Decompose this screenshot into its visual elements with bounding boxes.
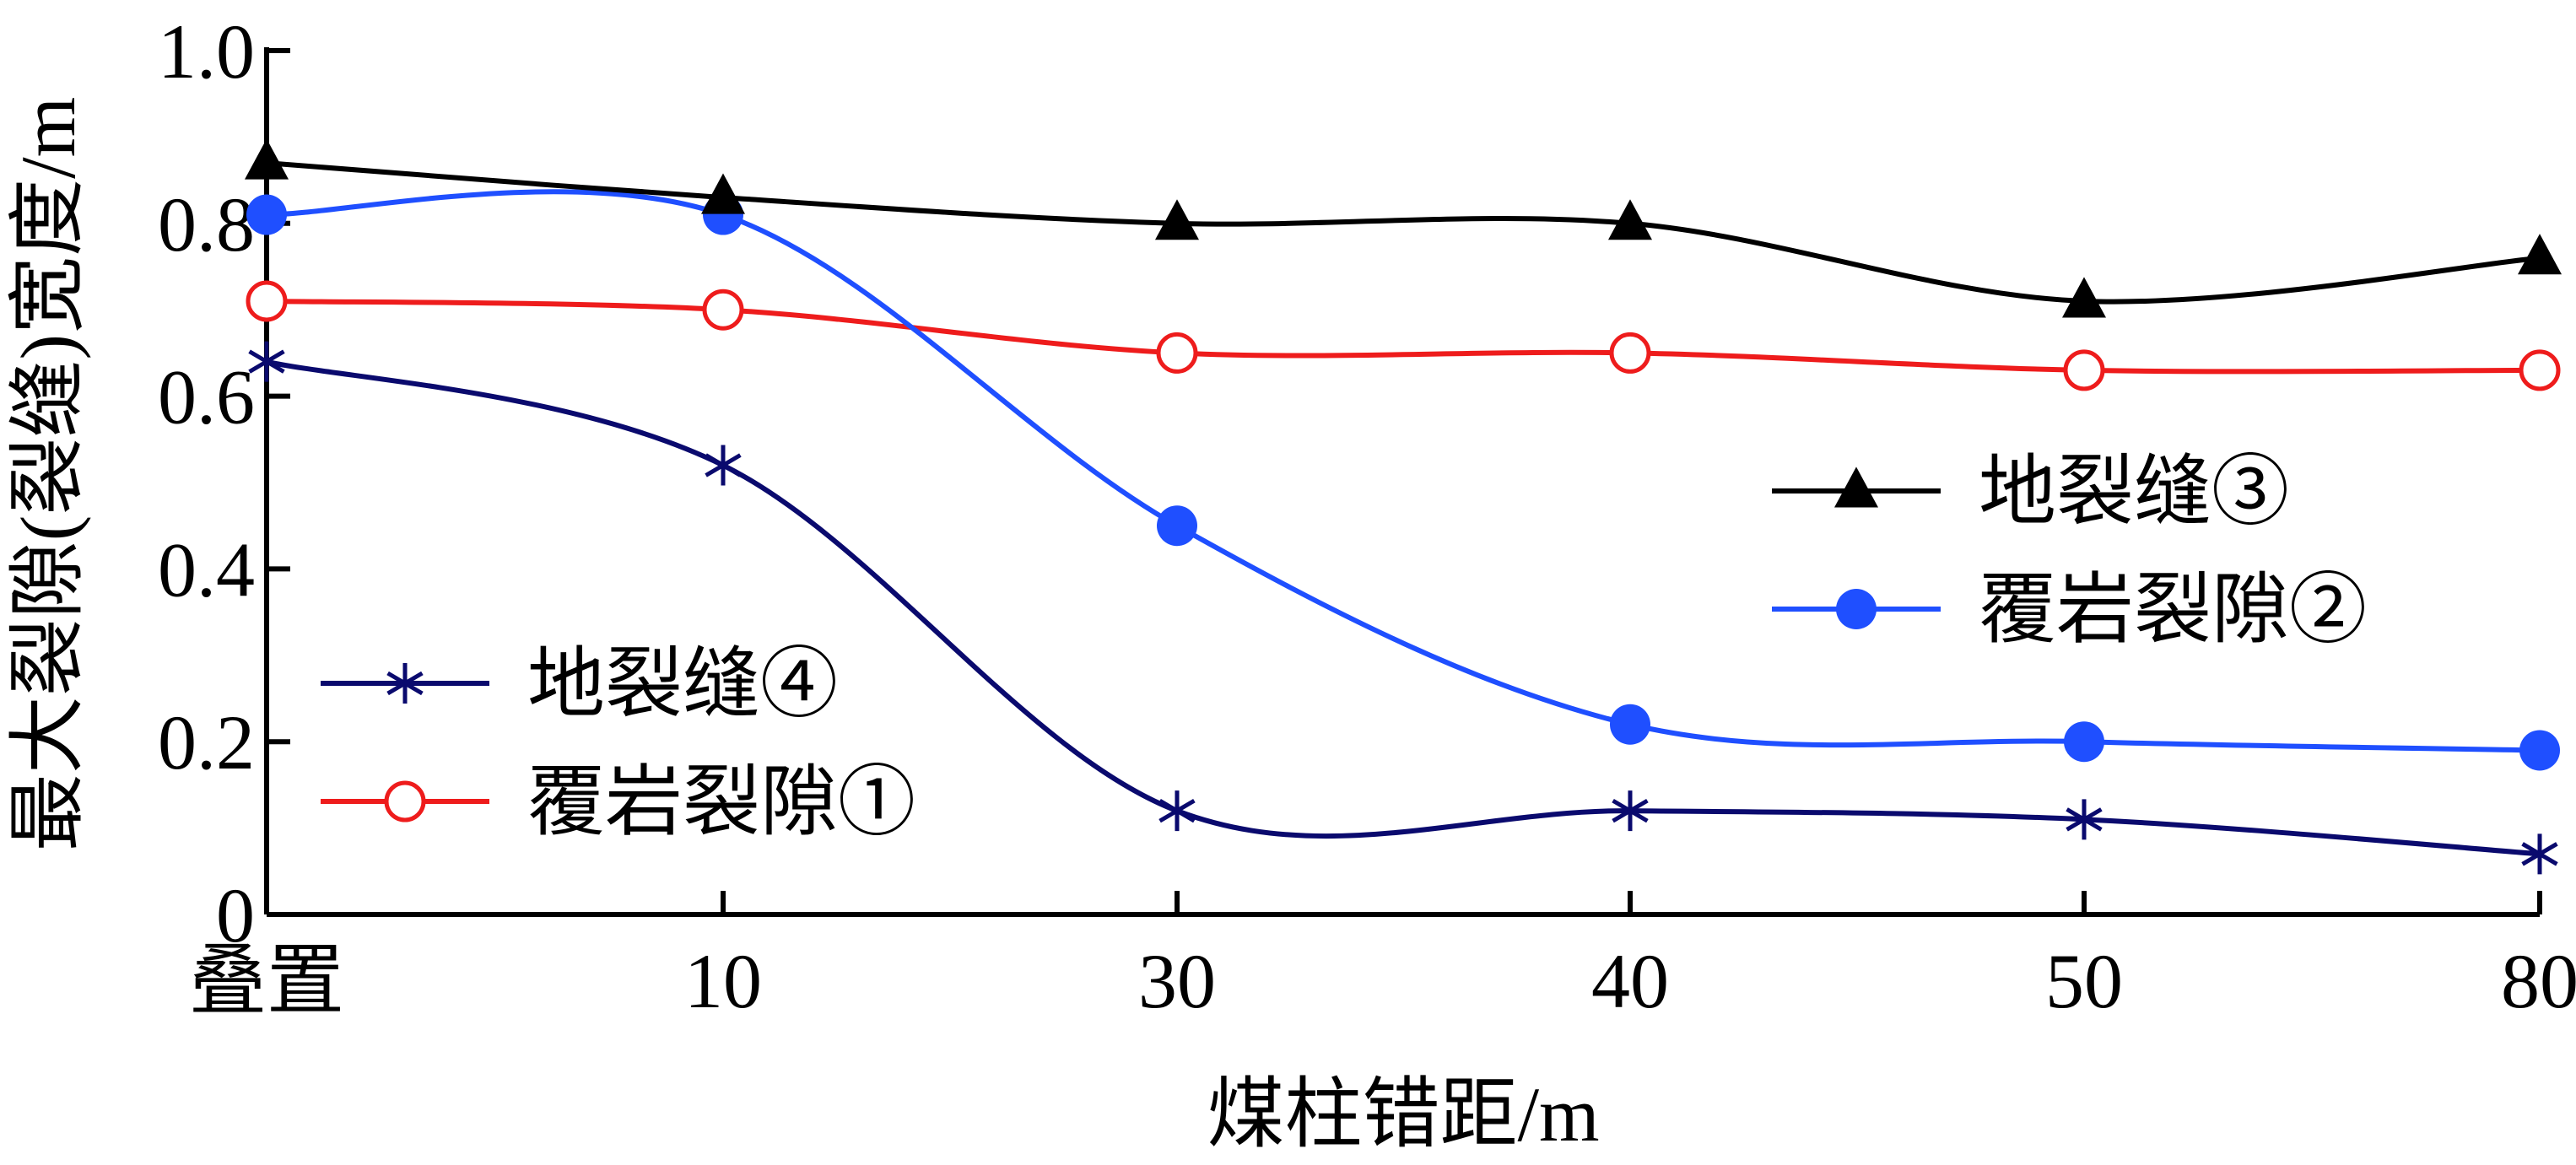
data-point: [2519, 730, 2560, 771]
x-tick-label: 80: [2501, 938, 2576, 1024]
data-point: [1609, 332, 1651, 374]
y-axis-label: 最大裂隙(裂缝)宽度/m: [5, 97, 91, 851]
legend-marker: [1834, 467, 1878, 508]
legend-layer: 地裂缝③ 覆岩裂隙② 地裂缝④ 覆岩裂隙①: [321, 449, 2367, 845]
legend-label: 地裂缝④: [527, 641, 838, 727]
legend-marker: [386, 663, 424, 704]
y-tick-label: 0.4: [158, 526, 255, 612]
y-tick-label: 0.8: [158, 181, 255, 267]
data-point: [2064, 721, 2104, 763]
data-point: [1158, 790, 1196, 832]
data-point: [1610, 704, 1650, 745]
y-tick-label: 0: [216, 872, 255, 958]
x-tick-label: 10: [684, 938, 762, 1024]
legend-entry: 覆岩裂隙②: [1772, 567, 2367, 653]
data-point: [1157, 505, 1197, 547]
legend-marker: [1836, 589, 1877, 629]
legend-label: 覆岩裂隙①: [527, 759, 915, 845]
data-point: [2521, 833, 2558, 875]
legend-entry: 地裂缝④: [321, 641, 838, 727]
data-point: [248, 341, 285, 382]
y-tick-label: 0.2: [158, 699, 255, 785]
y-tick-label: 1.0: [158, 8, 255, 94]
legend-entry: 覆岩裂隙①: [321, 759, 915, 845]
series-3: [248, 341, 2558, 875]
legend-1: 地裂缝③ 覆岩裂隙②: [1772, 449, 2367, 653]
x-tick-label: 50: [2045, 938, 2123, 1024]
x-axis-label: 煤柱错距/m: [1207, 1071, 1599, 1157]
legend-2: 地裂缝④ 覆岩裂隙①: [321, 641, 915, 845]
legend-label: 地裂缝③: [1979, 449, 2289, 535]
data-point: [2518, 234, 2562, 275]
data-point: [246, 280, 288, 322]
series-line: [266, 298, 2541, 375]
series-line: [266, 160, 2541, 305]
data-point: [1156, 332, 1198, 374]
data-point: [1612, 790, 1649, 832]
axes: 0 0.2 0.4 0.6 0.8 1.0 叠置 10 30 40 50 80: [158, 8, 2576, 1024]
series-1: [245, 138, 2562, 318]
data-point: [2063, 349, 2105, 391]
data-point: [246, 194, 287, 235]
data-point: [1155, 199, 1199, 240]
data-point: [1608, 199, 1652, 240]
data-point: [705, 445, 742, 486]
series-line: [266, 189, 2541, 753]
x-tick-label: 40: [1591, 938, 1669, 1024]
x-tick-label: 叠置: [189, 938, 344, 1024]
data-point: [2066, 799, 2103, 840]
data-point: [701, 173, 745, 214]
data-point: [2062, 277, 2106, 318]
series-line: [266, 359, 2541, 857]
data-point: [2519, 349, 2561, 391]
series-layer: [245, 138, 2562, 875]
x-tick-label: 30: [1138, 938, 1216, 1024]
series-2: [246, 189, 2560, 771]
y-tick-label: 0.6: [158, 354, 255, 440]
data-point: [245, 138, 289, 180]
legend-marker: [384, 780, 426, 823]
legend-label: 覆岩裂隙②: [1979, 567, 2367, 653]
legend-entry: 地裂缝③: [1772, 449, 2289, 535]
data-point: [702, 289, 744, 331]
series-4: [246, 280, 2561, 391]
